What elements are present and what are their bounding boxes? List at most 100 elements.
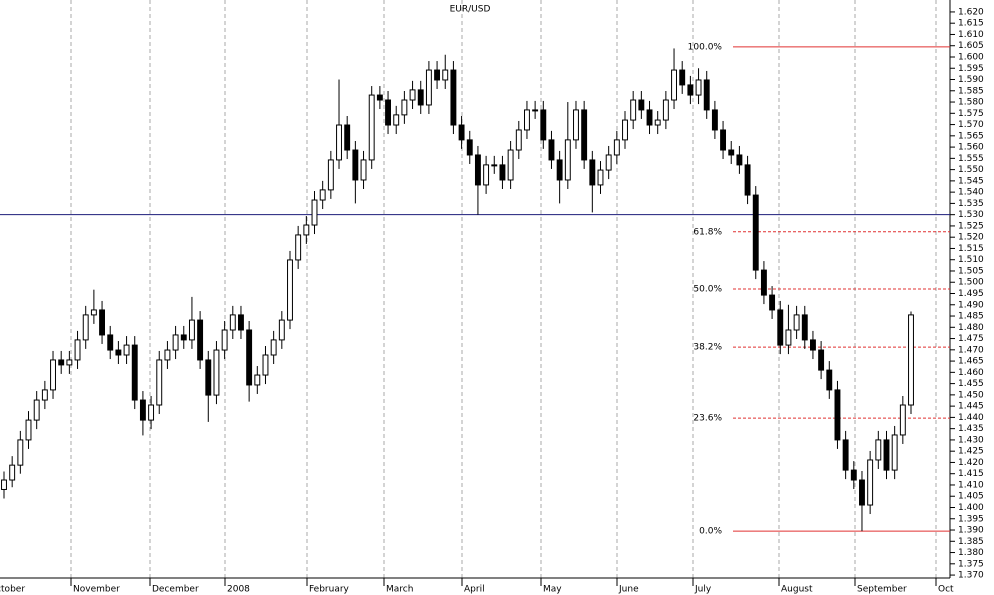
y-tick-label: 1.415 — [958, 469, 984, 479]
candle-body — [41, 389, 48, 401]
candle-body — [344, 124, 351, 151]
candle-body — [9, 464, 16, 481]
candle-body — [687, 84, 694, 96]
candle-body — [99, 309, 106, 336]
candle-body — [82, 314, 89, 341]
candle-body — [491, 164, 498, 167]
y-tick-label: 1.570 — [958, 120, 984, 130]
x-tick-label: 2008 — [227, 585, 250, 595]
candle-body — [769, 294, 776, 311]
candle-body — [736, 154, 743, 166]
candle-body — [507, 149, 514, 181]
y-tick-label: 1.480 — [958, 323, 984, 333]
y-tick-label: 1.485 — [958, 312, 984, 322]
candle-body — [450, 69, 457, 126]
y-tick-label: 1.585 — [958, 86, 984, 96]
candle-body — [524, 109, 530, 131]
candle-body — [809, 339, 816, 351]
y-tick-label: 1.590 — [958, 75, 984, 85]
candle-body — [654, 119, 661, 126]
x-tick-label: February — [309, 585, 350, 595]
candle-body — [589, 159, 596, 186]
candle-body — [58, 359, 65, 366]
candle-body — [474, 154, 481, 186]
candle-body — [711, 109, 718, 131]
candle-body — [458, 124, 465, 141]
candle-body — [66, 359, 73, 366]
candle-body — [311, 199, 318, 226]
x-tick-label: December — [152, 585, 199, 595]
candle-body — [662, 99, 669, 121]
candle-body — [148, 404, 155, 421]
candle-body — [425, 69, 432, 106]
candle-body — [197, 319, 204, 361]
candle-body — [262, 354, 269, 376]
candle-body — [50, 359, 56, 391]
candle-body — [336, 124, 342, 161]
y-tick-label: 1.530 — [958, 210, 984, 220]
candle-body — [401, 99, 408, 116]
candle-body — [532, 109, 539, 112]
candle-body — [777, 309, 784, 346]
y-tick-label: 1.470 — [958, 345, 984, 355]
y-tick-label: 1.615 — [958, 19, 984, 29]
candle-body — [295, 234, 302, 261]
y-tick-label: 1.465 — [958, 357, 984, 367]
candle-body — [172, 334, 179, 351]
candle-body — [434, 69, 441, 81]
x-tick-label: Oct — [938, 585, 954, 595]
x-tick-label: August — [781, 585, 813, 595]
candle-body — [33, 399, 40, 421]
y-tick-label: 1.390 — [958, 526, 984, 536]
y-tick-label: 1.410 — [958, 480, 984, 490]
candle-body — [834, 389, 841, 441]
y-tick-label: 1.515 — [958, 244, 984, 254]
candle-body — [74, 339, 81, 361]
candle-body — [679, 69, 686, 86]
candle-body — [638, 99, 645, 111]
candle-body — [25, 419, 32, 441]
y-tick-label: 1.490 — [958, 300, 984, 310]
candle-body — [564, 139, 571, 181]
y-tick-label: 1.520 — [958, 233, 984, 243]
y-tick-label: 1.575 — [958, 109, 984, 119]
candle-body — [213, 349, 220, 396]
candle-body — [287, 259, 293, 321]
y-tick-label: 1.510 — [958, 255, 984, 265]
y-tick-label: 1.580 — [958, 98, 984, 108]
y-tick-label: 1.440 — [958, 413, 984, 423]
candle-body — [205, 359, 212, 396]
candle-body — [238, 314, 244, 331]
y-tick-label: 1.525 — [958, 221, 984, 231]
y-tick-label: 1.380 — [958, 548, 984, 558]
candle-body — [671, 69, 677, 101]
y-tick-label: 1.555 — [958, 154, 984, 164]
y-tick-label: 1.445 — [958, 402, 984, 412]
y-tick-label: 1.425 — [958, 447, 984, 457]
candle-body — [622, 119, 628, 141]
candle-body — [573, 109, 579, 141]
candle-body — [908, 314, 914, 406]
fib-label: 23.6% — [693, 414, 722, 424]
candle-body — [303, 224, 310, 236]
candle-body — [229, 314, 236, 331]
y-tick-label: 1.560 — [958, 143, 984, 153]
y-tick-label: 1.565 — [958, 131, 984, 141]
candle-body — [875, 439, 882, 461]
y-tick-label: 1.545 — [958, 176, 984, 186]
candle-body — [327, 159, 334, 191]
x-tick-label: September — [857, 585, 907, 595]
y-tick-label: 1.370 — [958, 571, 984, 581]
candle-body — [221, 329, 228, 351]
fib-label: 38.2% — [693, 343, 722, 353]
candle-body — [483, 164, 490, 186]
candle-body — [409, 89, 416, 101]
y-tick-label: 1.450 — [958, 390, 984, 400]
y-tick-label: 1.550 — [958, 165, 984, 175]
candle-body — [319, 189, 326, 201]
y-tick-label: 1.620 — [958, 7, 984, 17]
candle-body — [352, 149, 359, 181]
y-tick-label: 1.610 — [958, 30, 984, 40]
